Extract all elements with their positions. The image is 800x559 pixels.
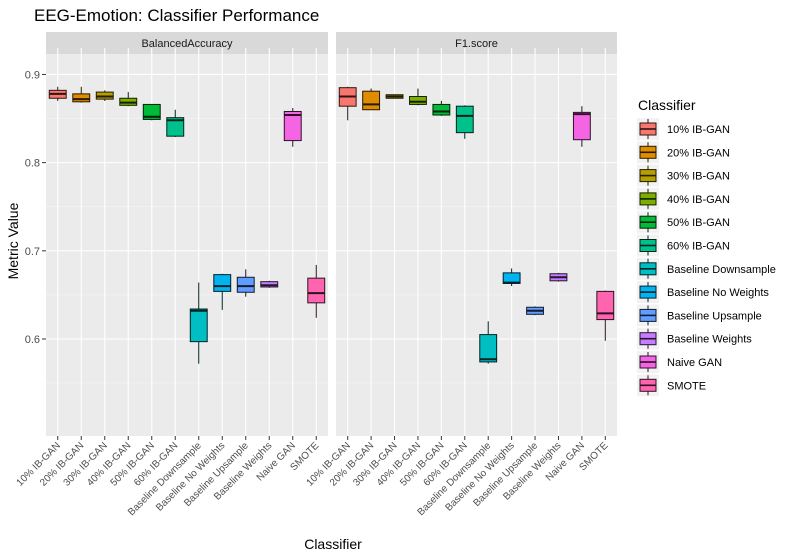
- box-body: [213, 274, 232, 292]
- legend-item: 30% IB-GAN: [637, 164, 730, 187]
- facet-strip-label: BalancedAccuracy: [141, 38, 233, 50]
- box-smote: [307, 264, 326, 318]
- legend-item: SMOTE: [637, 374, 706, 397]
- legend-label: Baseline No Weights: [667, 287, 769, 299]
- y-tick-label: 0.6: [25, 334, 40, 346]
- box-smote: [596, 290, 615, 341]
- legend-label: SMOTE: [667, 380, 706, 392]
- legend-item: 20% IB-GAN: [637, 141, 730, 164]
- legend-label: 60% IB-GAN: [667, 241, 730, 253]
- box-baseline-weights: [549, 272, 568, 282]
- legend-item: 60% IB-GAN: [637, 234, 730, 257]
- box-body: [142, 103, 161, 120]
- legend-item: Naive GAN: [637, 351, 722, 373]
- box-40-ib-gan: [409, 88, 427, 106]
- box-body: [236, 276, 255, 293]
- legend-label: 50% IB-GAN: [667, 217, 730, 229]
- legend-label: 30% IB-GAN: [667, 171, 730, 183]
- box-baseline-upsample: [526, 306, 544, 316]
- legend-item: 10% IB-GAN: [637, 118, 730, 140]
- chart-title: EEG-Emotion: Classifier Performance: [34, 6, 319, 25]
- box-naive-gan: [572, 106, 591, 147]
- legend-item: 50% IB-GAN: [637, 211, 730, 234]
- box-60-ib-gan: [166, 109, 185, 138]
- box-body: [596, 290, 615, 321]
- legend-item: Baseline Downsample: [637, 257, 776, 280]
- legend-label: 10% IB-GAN: [667, 124, 730, 136]
- box-baseline-weights: [260, 280, 279, 288]
- legend-label: 20% IB-GAN: [667, 147, 730, 159]
- box-baseline-downsample: [189, 282, 208, 364]
- y-tick-label: 0.9: [25, 69, 40, 81]
- facet-strip-label: F1.score: [455, 38, 498, 50]
- legend-label: Naive GAN: [667, 357, 722, 369]
- panel-background: [336, 48, 617, 436]
- box-10-ib-gan: [48, 86, 67, 101]
- legend-label: Baseline Upsample: [667, 310, 762, 322]
- box-baseline-no-weights: [502, 268, 521, 287]
- box-20-ib-gan: [362, 88, 381, 111]
- panel-background: [46, 48, 328, 436]
- y-tick-label: 0.8: [25, 158, 40, 170]
- box-baseline-no-weights: [213, 273, 232, 310]
- legend: Classifier 10% IB-GAN 20% IB-GAN 30% IB-GA…: [637, 97, 776, 397]
- box-body: [455, 105, 474, 134]
- legend-item: Baseline Weights: [637, 327, 752, 350]
- box-30-ib-gan: [95, 90, 114, 101]
- box-60-ib-gan: [455, 105, 474, 139]
- y-tick-label: 0.7: [25, 246, 40, 258]
- facet-strip: [336, 32, 617, 54]
- facet-strip: [46, 32, 328, 54]
- box-body: [432, 103, 451, 116]
- legend-item: Baseline No Weights: [637, 281, 769, 304]
- legend-item: 40% IB-GAN: [637, 187, 730, 210]
- legend-item: Baseline Upsample: [637, 304, 762, 327]
- box-10-ib-gan: [338, 86, 357, 121]
- box-body: [362, 90, 381, 111]
- box-body: [409, 96, 427, 105]
- box-body: [283, 110, 302, 142]
- legend-label: Baseline Weights: [667, 334, 752, 346]
- box-40-ib-gan: [119, 92, 138, 107]
- box-50-ib-gan: [142, 103, 161, 121]
- x-axis-title: Classifier: [304, 536, 362, 552]
- box-50-ib-gan: [432, 100, 451, 116]
- legend-title: Classifier: [638, 97, 696, 113]
- box-baseline-downsample: [479, 321, 498, 364]
- y-axis-title: Metric Value: [5, 202, 21, 279]
- box-body: [479, 334, 498, 363]
- box-baseline-upsample: [236, 269, 255, 297]
- legend-label: 40% IB-GAN: [667, 194, 730, 206]
- box-body: [307, 277, 326, 304]
- box-30-ib-gan: [385, 94, 404, 99]
- box-20-ib-gan: [72, 86, 91, 103]
- box-body: [166, 117, 185, 137]
- box-body: [572, 111, 591, 141]
- box-body: [189, 308, 208, 343]
- box-body: [72, 93, 91, 103]
- legend-label: Baseline Downsample: [667, 264, 776, 276]
- box-naive-gan: [283, 107, 302, 147]
